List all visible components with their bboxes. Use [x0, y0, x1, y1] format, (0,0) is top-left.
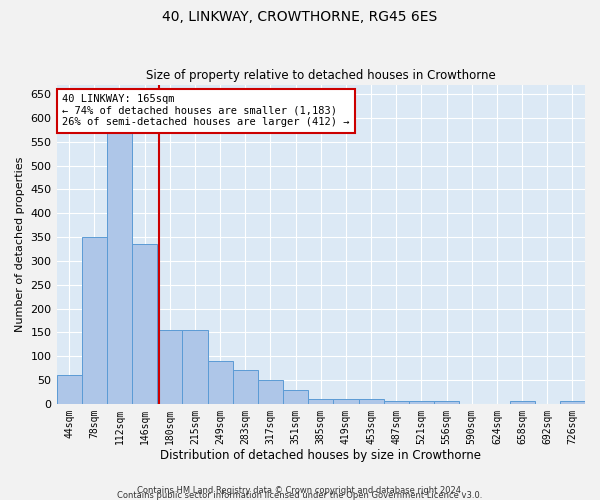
Title: Size of property relative to detached houses in Crowthorne: Size of property relative to detached ho…	[146, 69, 496, 82]
Bar	[308, 399, 334, 404]
Bar	[56, 375, 82, 404]
Bar	[258, 380, 283, 404]
Text: Contains public sector information licensed under the Open Government Licence v3: Contains public sector information licen…	[118, 491, 482, 500]
Bar	[182, 330, 208, 404]
Text: 40, LINKWAY, CROWTHORNE, RG45 6ES: 40, LINKWAY, CROWTHORNE, RG45 6ES	[163, 10, 437, 24]
X-axis label: Distribution of detached houses by size in Crowthorne: Distribution of detached houses by size …	[160, 450, 481, 462]
Bar	[233, 370, 258, 404]
Bar	[359, 399, 383, 404]
Bar	[82, 237, 107, 404]
Text: Contains HM Land Registry data © Crown copyright and database right 2024.: Contains HM Land Registry data © Crown c…	[137, 486, 463, 495]
Bar	[383, 402, 409, 404]
Bar	[509, 402, 535, 404]
Bar	[560, 402, 585, 404]
Bar	[283, 390, 308, 404]
Bar	[107, 108, 132, 404]
Bar	[409, 402, 434, 404]
Bar	[132, 244, 157, 404]
Bar	[334, 399, 359, 404]
Bar	[208, 361, 233, 404]
Text: 40 LINKWAY: 165sqm
← 74% of detached houses are smaller (1,183)
26% of semi-deta: 40 LINKWAY: 165sqm ← 74% of detached hou…	[62, 94, 349, 128]
Bar	[157, 330, 182, 404]
Bar	[434, 402, 459, 404]
Y-axis label: Number of detached properties: Number of detached properties	[15, 156, 25, 332]
